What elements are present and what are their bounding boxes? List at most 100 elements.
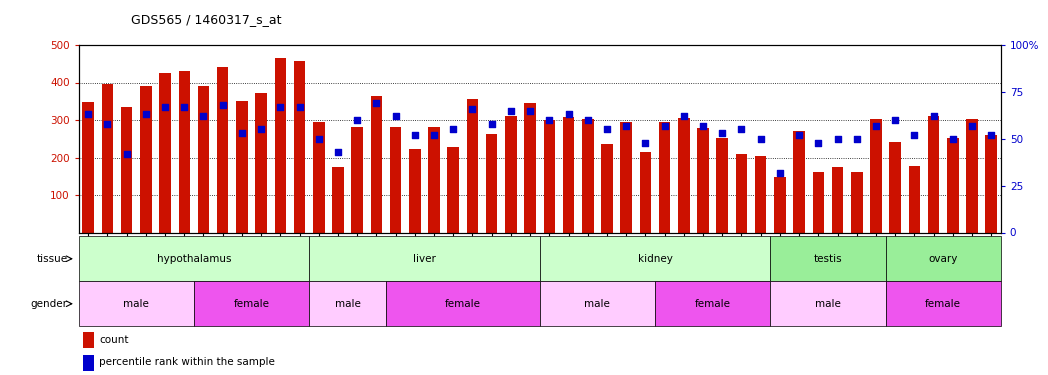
Text: male: male [585, 299, 610, 309]
Bar [102, 84, 113, 232]
Bar [639, 152, 651, 232]
Point [675, 113, 692, 119]
Point [810, 140, 827, 146]
Point [176, 104, 193, 110]
Point [905, 132, 922, 138]
Point [848, 136, 865, 142]
Text: female: female [234, 299, 269, 309]
Point [560, 111, 576, 117]
Bar [736, 154, 747, 232]
Point [118, 151, 135, 157]
Bar [620, 122, 632, 232]
Point [637, 140, 654, 146]
Bar [870, 119, 881, 232]
Point [156, 104, 173, 110]
Bar [198, 86, 210, 232]
Point [502, 108, 519, 114]
Point [656, 123, 673, 129]
Text: percentile rank within the sample: percentile rank within the sample [99, 357, 275, 368]
Point [733, 126, 749, 132]
FancyBboxPatch shape [386, 281, 540, 326]
Text: liver: liver [413, 254, 436, 264]
Bar [909, 166, 920, 232]
Bar [140, 86, 152, 232]
Bar [774, 177, 786, 232]
FancyBboxPatch shape [79, 281, 194, 326]
Point [329, 149, 346, 155]
FancyBboxPatch shape [770, 281, 886, 326]
Point [580, 117, 596, 123]
Bar [447, 147, 459, 232]
FancyBboxPatch shape [886, 236, 1001, 281]
Point [271, 104, 288, 110]
Bar [544, 120, 555, 232]
FancyBboxPatch shape [309, 236, 540, 281]
Bar [582, 119, 593, 232]
Point [752, 136, 769, 142]
Point [887, 117, 903, 123]
Bar [524, 103, 536, 232]
FancyBboxPatch shape [540, 236, 770, 281]
FancyBboxPatch shape [540, 281, 655, 326]
Bar [602, 144, 613, 232]
Bar [890, 142, 901, 232]
Point [925, 113, 942, 119]
Point [407, 132, 423, 138]
Text: male: male [815, 299, 840, 309]
Bar [256, 93, 267, 232]
Text: GDS565 / 1460317_s_at: GDS565 / 1460317_s_at [131, 13, 282, 26]
Bar [755, 156, 766, 232]
Text: hypothalamus: hypothalamus [156, 254, 232, 264]
Point [464, 106, 481, 112]
Text: male: male [124, 299, 149, 309]
FancyBboxPatch shape [194, 281, 309, 326]
Bar [927, 116, 939, 232]
FancyBboxPatch shape [770, 236, 886, 281]
Point [598, 126, 615, 132]
Bar [178, 70, 190, 232]
Bar [678, 118, 690, 232]
Bar [429, 127, 440, 232]
Bar [83, 355, 94, 370]
Point [695, 123, 712, 129]
Bar [466, 99, 478, 232]
Bar [332, 167, 344, 232]
Bar [371, 96, 383, 232]
Bar [659, 122, 671, 232]
Bar [83, 332, 94, 348]
FancyBboxPatch shape [79, 236, 309, 281]
Bar [313, 122, 325, 232]
Bar [486, 134, 498, 232]
Point [868, 123, 885, 129]
Point [483, 121, 500, 127]
Bar [505, 116, 517, 232]
Bar [985, 135, 997, 232]
Text: male: male [334, 299, 361, 309]
Point [944, 136, 961, 142]
Point [541, 117, 558, 123]
Point [253, 126, 269, 132]
Bar [409, 149, 420, 232]
Point [963, 123, 980, 129]
Point [99, 121, 115, 127]
Text: kidney: kidney [637, 254, 673, 264]
Point [714, 130, 730, 136]
Text: female: female [695, 299, 730, 309]
Bar [217, 67, 228, 232]
Point [387, 113, 403, 119]
Point [522, 108, 539, 114]
Point [291, 104, 308, 110]
Bar [121, 107, 132, 232]
Bar [293, 61, 305, 232]
Text: testis: testis [813, 254, 843, 264]
Point [349, 117, 366, 123]
Bar [236, 100, 247, 232]
Point [617, 123, 634, 129]
Point [137, 111, 154, 117]
Point [983, 132, 1000, 138]
Bar [351, 127, 363, 232]
Bar [851, 172, 863, 232]
FancyBboxPatch shape [655, 281, 770, 326]
Bar [563, 117, 574, 232]
FancyBboxPatch shape [309, 281, 386, 326]
